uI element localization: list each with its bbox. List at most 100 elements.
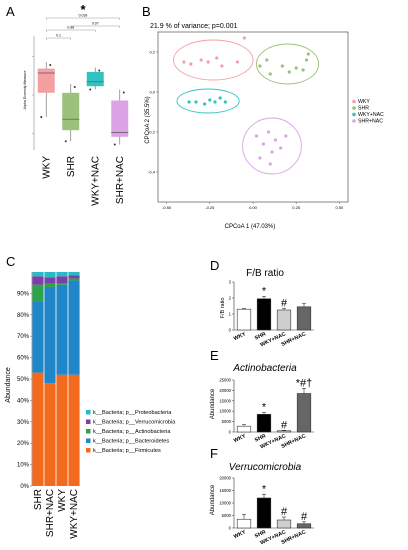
pcoa-point-shr bbox=[258, 64, 262, 68]
bar-f-y-tick-label: 20000 bbox=[219, 476, 231, 481]
pcoa-point-wky-nac bbox=[218, 96, 222, 100]
pcoa-point-wky-nac bbox=[203, 102, 207, 106]
pcoa-legend-label: WKY+NAC bbox=[358, 112, 384, 118]
fb-ylabel: F/B ratio bbox=[220, 298, 226, 319]
alpha-significance-bracket bbox=[70, 25, 120, 28]
alpha-ylabel: Alpha Diversity Measure bbox=[23, 71, 27, 110]
stack-x-tick-label: SHR bbox=[33, 489, 44, 510]
actinobacteria-bar-chart: 0500010000150002000025000WKY*SHR#WKY+NAC… bbox=[219, 377, 314, 450]
alpha-outlier-point bbox=[98, 69, 101, 72]
stack-legend-swatch bbox=[86, 429, 91, 434]
stack-y-tick-label: 20% bbox=[17, 441, 30, 447]
panel-label-c: C bbox=[6, 254, 15, 269]
pcoa-point-shr bbox=[268, 72, 272, 76]
pcoa-ellipse-shr-nac bbox=[242, 117, 302, 175]
stack-legend-label: k__Bacteria; p__Bacteroidetes bbox=[93, 439, 169, 445]
pcoa-x-tick-label: 0.00 bbox=[249, 205, 258, 210]
stack-x-tick-label: WKY bbox=[57, 489, 68, 512]
bar-f-y-tick-label: 0 bbox=[229, 526, 232, 531]
pcoa-point-wky-nac bbox=[213, 100, 217, 104]
stack-segment-verrucomicrobia bbox=[56, 276, 68, 284]
stack-y-tick-label: 30% bbox=[17, 420, 30, 426]
stack-segment-actinobacteria bbox=[44, 283, 56, 287]
stack-y-tick-label: 50% bbox=[17, 377, 30, 383]
bar-d-significance-marker: # bbox=[281, 297, 288, 309]
bar-e-significance-marker: *#† bbox=[296, 377, 313, 389]
fb-title: F/B ratio bbox=[246, 268, 284, 279]
pcoa-point-shr bbox=[265, 58, 269, 62]
panel-label-d: D bbox=[210, 258, 219, 273]
stack-ylabel: Abundance bbox=[5, 367, 12, 403]
panel-label-a: A bbox=[6, 4, 15, 19]
alpha-x-tick-label: WKY+NAC bbox=[90, 156, 101, 206]
pcoa-point-wky bbox=[182, 60, 186, 64]
pcoa-legend-swatch bbox=[352, 106, 356, 110]
stack-segment-proteobacteria bbox=[44, 272, 56, 278]
bar-e-y-tick-label: 10000 bbox=[219, 409, 231, 414]
bar-f-x-tick-label: SHR bbox=[254, 529, 267, 539]
alpha-outlier-point bbox=[64, 140, 67, 143]
bar-e-significance-marker: # bbox=[281, 419, 288, 431]
phylum-stacked-bar-chart: 0%10%20%30%40%50%60%70%80%90%SHR SHR+NAC W… bbox=[17, 272, 176, 539]
stack-y-tick-label: 70% bbox=[17, 334, 30, 340]
pcoa-point-wky bbox=[220, 64, 224, 68]
pcoa-x-tick-label: -0.25 bbox=[205, 205, 215, 210]
stack-y-tick-label: 10% bbox=[17, 463, 30, 469]
pcoa-ellipse-wky bbox=[173, 39, 254, 81]
alpha-box-wky bbox=[37, 68, 55, 93]
stack-segment-verrucomicrobia bbox=[32, 276, 44, 285]
pcoa-point-wky-nac bbox=[194, 100, 198, 104]
verruco-title: Verrucomicrobia bbox=[229, 462, 302, 473]
pcoa-point-wky-nac bbox=[208, 98, 212, 102]
alpha-significance-bracket bbox=[46, 17, 120, 20]
bar-f-y-tick-label: 15000 bbox=[219, 488, 231, 493]
pcoa-point-shr-nac bbox=[273, 138, 278, 142]
bar-f-bar-shr bbox=[256, 497, 272, 529]
pcoa-point-shr-nac bbox=[261, 142, 265, 146]
alpha-pvalue-label: 0.1 bbox=[56, 34, 61, 38]
bar-d-y-tick-label: 2 bbox=[229, 296, 232, 301]
pcoa-scatter-chart: -0.50 -0.25 0.00 0.25 0.500.20.0-0.2-0.4WKYS… bbox=[148, 31, 384, 210]
alpha-box-shr-nac bbox=[111, 100, 129, 137]
stack-segment-bacteroidetes bbox=[68, 280, 80, 375]
pcoa-point-wky bbox=[199, 58, 203, 62]
stack-legend-swatch bbox=[86, 438, 91, 443]
pcoa-point-shr-nac bbox=[266, 130, 271, 134]
bar-d-x-tick-label: SHR bbox=[254, 331, 267, 341]
bar-f-y-tick-label: 10000 bbox=[219, 501, 231, 506]
alpha-x-tick-label: WKY bbox=[41, 156, 52, 179]
bar-e-y-tick-label: 25000 bbox=[219, 378, 231, 383]
pcoa-point-shr-nac bbox=[268, 162, 272, 166]
bar-f-bar-shr-nac bbox=[296, 523, 312, 529]
actino-title: Actinobacteria bbox=[232, 363, 297, 374]
stack-legend-label: k__Bacteria; p__Proteobacteria bbox=[93, 410, 172, 416]
stack-y-tick-label: 60% bbox=[17, 356, 30, 362]
bar-e-x-tick-label: SHR bbox=[254, 433, 267, 443]
stack-segment-actinobacteria bbox=[68, 278, 80, 281]
bar-d-y-tick-label: 3 bbox=[229, 280, 232, 285]
pcoa-y-tick-label: -0.4 bbox=[148, 170, 156, 175]
bar-d-bar-wky-nac bbox=[276, 309, 292, 331]
stack-legend-swatch bbox=[86, 448, 91, 453]
bar-e-bar-wky bbox=[236, 425, 252, 433]
bar-f-y-tick-label: 5000 bbox=[222, 513, 232, 518]
bar-e-y-tick-label: 15000 bbox=[219, 398, 231, 403]
pcoa-x-tick-label: 0.25 bbox=[292, 205, 301, 210]
pcoa-point-wky-nac bbox=[187, 100, 191, 104]
pcoa-point-shr bbox=[304, 58, 309, 62]
panel-label-f: F bbox=[210, 446, 218, 461]
verrucomicrobia-bar-chart: 05000100001500020000WKY*SHR#WKY+NAC#SHR+… bbox=[219, 476, 314, 546]
stack-segment-proteobacteria bbox=[56, 272, 68, 277]
bar-d-y-tick-label: 0 bbox=[229, 328, 232, 333]
pcoa-ylabel: CPCoA 2 (35.5%) bbox=[145, 96, 151, 143]
pcoa-point-shr-nac bbox=[258, 156, 262, 160]
pcoa-x-tick-label: -0.50 bbox=[162, 205, 172, 210]
alpha-outlier-point bbox=[49, 64, 52, 66]
bar-f-significance-marker: # bbox=[281, 506, 288, 518]
alpha-box-wky-nac bbox=[86, 71, 104, 87]
bar-f-bar-wky bbox=[236, 518, 252, 529]
bar-e-y-tick-label: 20000 bbox=[219, 388, 231, 393]
pcoa-legend-swatch bbox=[352, 112, 356, 117]
